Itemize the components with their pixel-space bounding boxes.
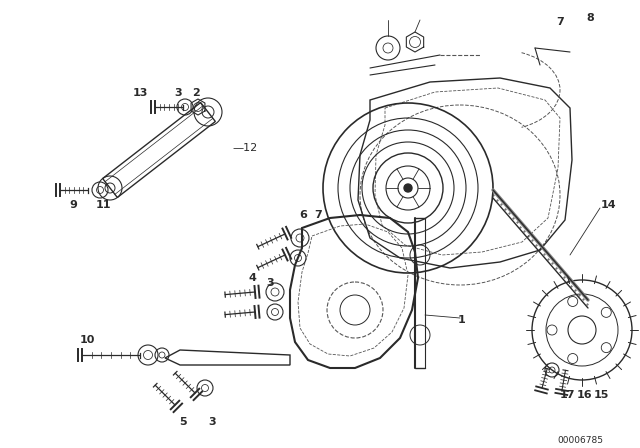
Text: 11: 11 — [95, 200, 111, 210]
Text: 00006785: 00006785 — [557, 435, 603, 444]
Text: 16: 16 — [576, 390, 592, 400]
Text: 9: 9 — [69, 200, 77, 210]
Text: 6: 6 — [299, 210, 307, 220]
Text: 3: 3 — [174, 88, 182, 98]
Text: —12: —12 — [232, 143, 258, 153]
Text: 4: 4 — [248, 273, 256, 283]
Text: 15: 15 — [593, 390, 609, 400]
Text: 3: 3 — [266, 278, 274, 288]
Text: 1: 1 — [458, 315, 466, 325]
Text: 17: 17 — [559, 390, 575, 400]
Circle shape — [404, 184, 412, 192]
Text: 3: 3 — [208, 417, 216, 427]
Text: 8: 8 — [586, 13, 594, 23]
Text: 2: 2 — [192, 88, 200, 98]
Text: 14: 14 — [600, 200, 616, 210]
Text: 5: 5 — [179, 417, 187, 427]
Text: 7: 7 — [556, 17, 564, 27]
Text: 10: 10 — [79, 335, 95, 345]
Text: 7: 7 — [314, 210, 322, 220]
Text: 13: 13 — [132, 88, 148, 98]
